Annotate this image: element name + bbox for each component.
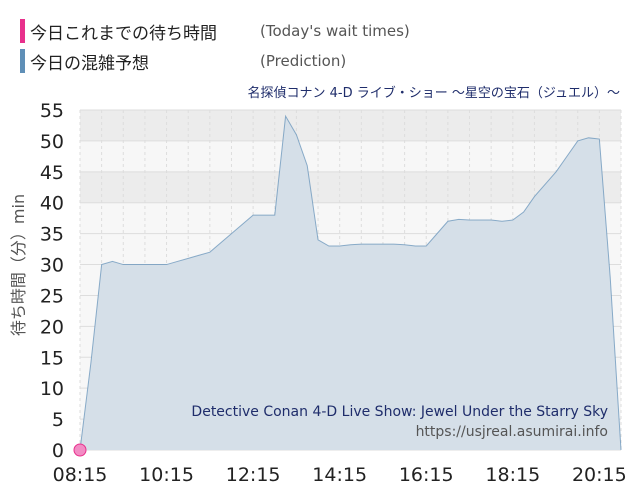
legend-item-prediction: 今日の混雑予想 (20, 49, 149, 74)
y-tick-label-10: 50 (40, 131, 64, 153)
x-tick-label-5: 18:15 (485, 464, 540, 486)
x-tick-label-2: 12:15 (226, 464, 281, 486)
legend-label-prediction: 今日の混雑予想 (30, 53, 149, 74)
y-tick-label-9: 45 (40, 162, 64, 184)
y-tick-label-5: 25 (40, 285, 64, 307)
legend-label-today: 今日これまでの待ち時間 (30, 23, 217, 44)
x-tick-label-0: 08:15 (53, 464, 108, 486)
y-tick-label-8: 40 (40, 193, 64, 215)
y-tick-label-11: 55 (40, 100, 64, 122)
watermark-url: https://usjreal.asumirai.info (416, 424, 608, 440)
legend-sub-prediction: (Prediction) (260, 52, 347, 70)
today-point (73, 443, 87, 457)
x-tick-label-1: 10:15 (139, 464, 194, 486)
x-axis-ticks: 08:15 10:15 12:15 14:15 16:15 18:15 20:15 (53, 464, 627, 486)
y-axis-label: 待ち時間（分）min (9, 194, 28, 336)
y-tick-label-2: 10 (40, 378, 64, 400)
x-tick-label-6: 20:15 (572, 464, 627, 486)
plot-band-0 (80, 171, 621, 203)
y-tick-label-4: 20 (40, 316, 64, 338)
y-axis-ticks: 0 5 10 15 20 25 30 35 40 45 50 55 (40, 100, 64, 462)
x-tick-label-3: 14:15 (312, 464, 367, 486)
x-tick-label-4: 16:15 (399, 464, 454, 486)
legend-swatch-today (20, 19, 25, 43)
legend-item-today: 今日これまでの待ち時間 (20, 19, 217, 44)
watermark-title: Detective Conan 4-D Live Show: Jewel Und… (191, 404, 608, 420)
y-tick-label-0: 0 (52, 440, 64, 462)
y-tick-label-3: 15 (40, 347, 64, 369)
legend-sub-today: (Today's wait times) (260, 22, 410, 40)
series-layer (73, 114, 622, 457)
prediction-area (80, 116, 621, 450)
y-tick-label-6: 30 (40, 255, 64, 277)
y-tick-label-7: 35 (40, 224, 64, 246)
prediction-line (79, 114, 622, 451)
y-tick-label-1: 5 (52, 409, 64, 431)
chart-title: 名探偵コナン 4-D ライブ・ショー ～星空の宝石（ジュエル）～ (248, 85, 620, 101)
plot-band-1 (80, 110, 621, 141)
legend-swatch-prediction (20, 49, 25, 73)
